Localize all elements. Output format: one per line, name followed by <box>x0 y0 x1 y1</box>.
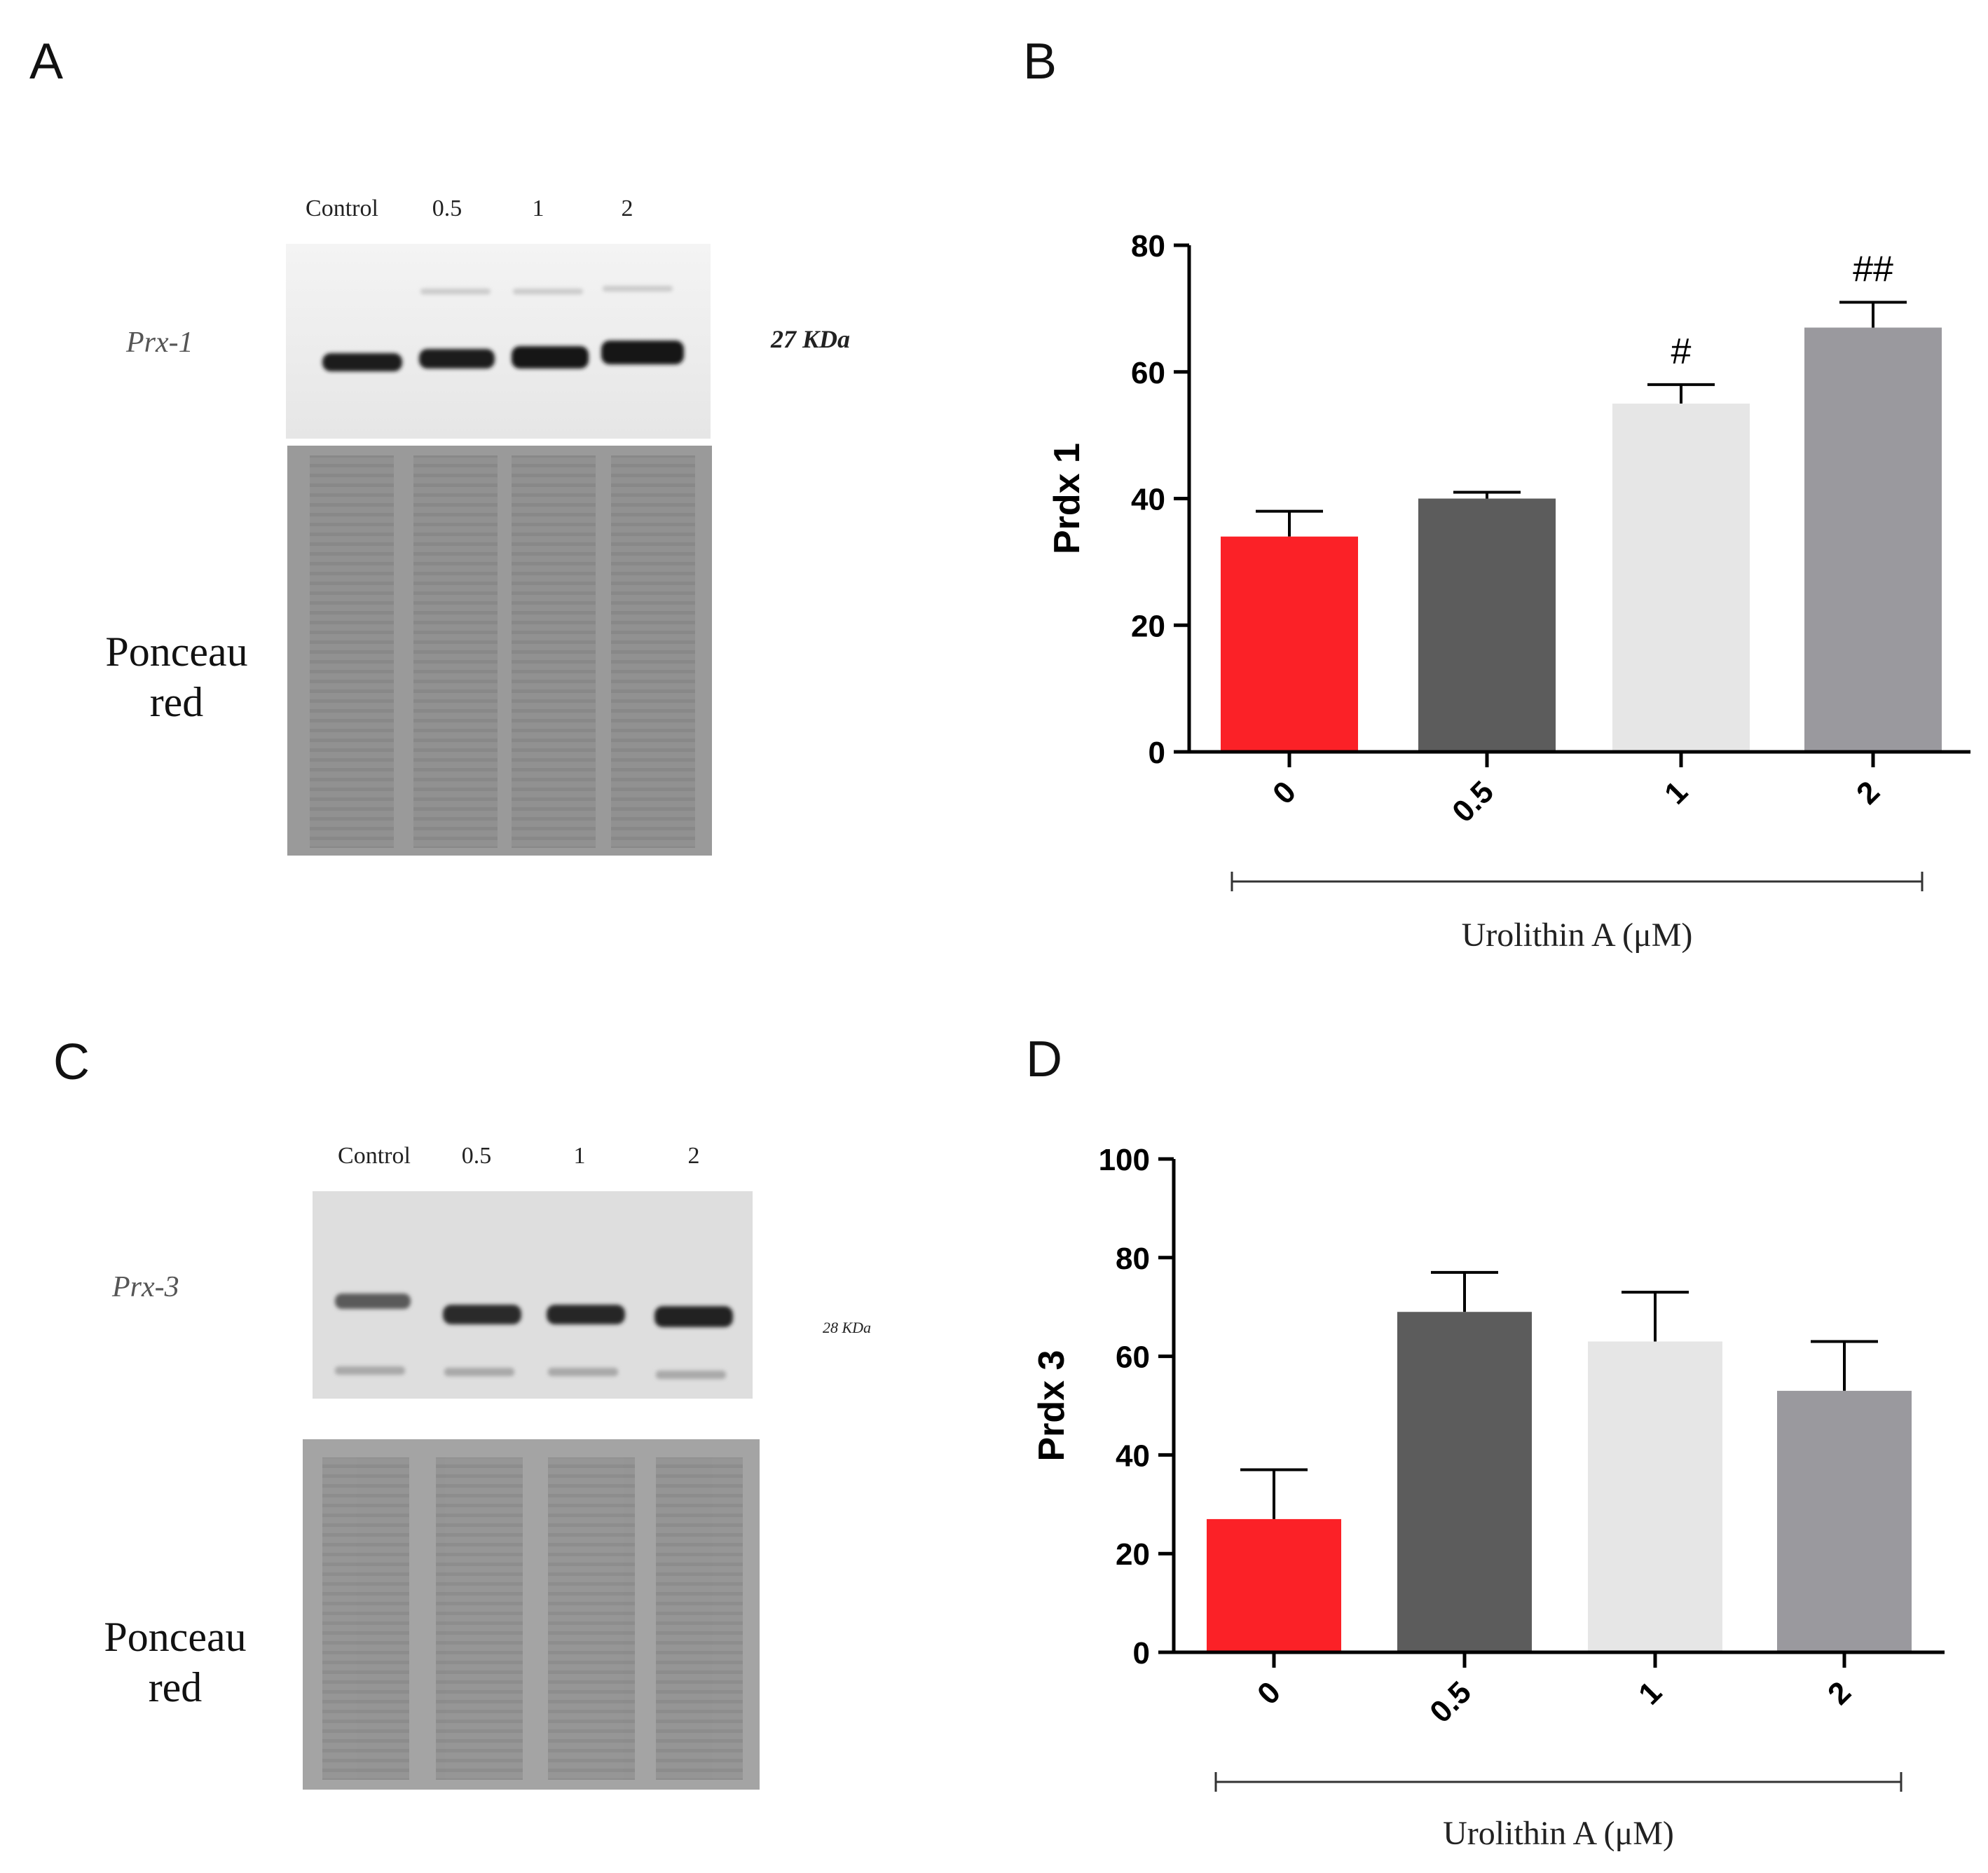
bar-2 <box>1777 1390 1912 1652</box>
chart-d: 0 20 40 60 80 100 0 0.5 1 2 Prdx 3 Urolithin A (μM) <box>1031 1143 1945 1852</box>
panel-d-letter: D <box>1026 1031 1062 1088</box>
x-tick-label: 0.5 <box>1423 1675 1478 1729</box>
blot-band <box>547 1305 625 1324</box>
y-tick-label: 80 <box>1131 229 1165 263</box>
blot-band <box>335 1366 405 1375</box>
panel-c-lane-labels: Control 0.5 1 2 <box>338 1143 699 1169</box>
panel-a-kda-label: 27 KDa <box>770 325 850 353</box>
significance-marker: # <box>1671 331 1692 372</box>
lane-label-0-5: 0.5 <box>432 195 462 221</box>
blot-band <box>443 1305 521 1324</box>
blot-band <box>512 346 589 369</box>
panel-c-kda-label: 28 KDa <box>823 1319 871 1336</box>
panel-a-ponceau-stain <box>287 446 712 856</box>
panel-c-protein-label: Prx-3 <box>111 1271 179 1303</box>
x-tick-label: 0.5 <box>1446 774 1500 829</box>
ponceau-lane <box>548 1457 635 1780</box>
blot-band <box>444 1368 514 1376</box>
x-axis-title: Urolithin A (μM) <box>1462 917 1693 954</box>
panel-c-ponceau-label-line2: red <box>149 1664 203 1710</box>
y-tick-label: 60 <box>1116 1340 1150 1375</box>
blot-band <box>335 1294 411 1309</box>
panel-b-letter: B <box>1023 34 1057 90</box>
panel-c-letter: C <box>53 1034 90 1090</box>
panel-c-western-blot <box>313 1191 753 1399</box>
bar-2 <box>1804 327 1942 752</box>
blot-band <box>603 286 673 291</box>
ponceau-lane <box>413 455 498 848</box>
lane-label-1: 1 <box>574 1143 586 1169</box>
ponceau-lane <box>436 1457 523 1780</box>
lane-label-2: 2 <box>688 1143 700 1169</box>
panel-a-letter: A <box>29 34 63 90</box>
blot-band <box>419 349 495 369</box>
y-tick-label: 80 <box>1116 1242 1150 1276</box>
blot-band <box>601 341 684 364</box>
y-tick-label: 20 <box>1131 609 1165 643</box>
x-tick-label: 1 <box>1658 774 1694 811</box>
blot-band <box>513 289 583 294</box>
bar-0.5 <box>1397 1312 1532 1652</box>
blot-band <box>322 353 402 371</box>
panel-c-ponceau-label-line1: Ponceau <box>104 1614 246 1660</box>
lane-label-0-5: 0.5 <box>462 1143 492 1169</box>
ponceau-lane <box>322 1457 409 1780</box>
blot-band <box>654 1306 733 1327</box>
y-tick-label: 40 <box>1116 1439 1150 1473</box>
panel-a: A Control 0.5 1 2 Prx-1 27 KDa <box>29 34 850 856</box>
significance-marker: ## <box>1853 249 1893 289</box>
x-tick-label: 0 <box>1266 774 1303 811</box>
x-tick-label: 0 <box>1251 1675 1287 1711</box>
y-axis-title: Prdx 3 <box>1031 1350 1072 1462</box>
ponceau-lane <box>656 1457 743 1780</box>
bar-0 <box>1207 1518 1341 1652</box>
blot-band <box>420 289 491 294</box>
lane-label-control: Control <box>338 1143 411 1169</box>
y-tick-label: 0 <box>1133 1636 1150 1670</box>
bar-0.5 <box>1418 498 1556 752</box>
y-tick-label: 100 <box>1099 1143 1150 1177</box>
y-axis-title: Prdx 1 <box>1047 443 1088 554</box>
y-tick-label: 40 <box>1131 483 1165 517</box>
ponceau-lane <box>611 455 695 848</box>
panel-a-protein-label: Prx-1 <box>125 327 193 359</box>
x-tick-label: 2 <box>1850 774 1886 811</box>
blot-band <box>656 1371 726 1379</box>
panel-c: C Control 0.5 1 2 Prx-3 28 KDa <box>53 1034 871 1790</box>
x-tick-label: 2 <box>1821 1675 1858 1711</box>
panel-a-western-blot <box>286 244 711 439</box>
y-tick-label: 20 <box>1116 1537 1150 1572</box>
ponceau-lane <box>512 455 596 848</box>
x-axis-title: Urolithin A (μM) <box>1443 1815 1674 1852</box>
panel-a-ponceau-label-line1: Ponceau <box>105 629 247 675</box>
bar-0 <box>1221 536 1358 752</box>
bar-1 <box>1588 1341 1722 1652</box>
bar-1 <box>1612 403 1750 752</box>
ponceau-lane <box>310 455 394 848</box>
lane-label-control: Control <box>306 195 378 221</box>
panel-c-ponceau-stain <box>303 1439 760 1790</box>
lane-label-1: 1 <box>533 195 544 221</box>
x-tick-label: 1 <box>1632 1675 1668 1711</box>
lane-label-2: 2 <box>622 195 633 221</box>
y-tick-label: 0 <box>1149 736 1165 770</box>
y-tick-label: 60 <box>1131 356 1165 390</box>
panel-a-lane-labels: Control 0.5 1 2 <box>306 195 633 221</box>
panel-a-ponceau-label-line2: red <box>150 679 204 725</box>
blot-band <box>548 1368 618 1376</box>
